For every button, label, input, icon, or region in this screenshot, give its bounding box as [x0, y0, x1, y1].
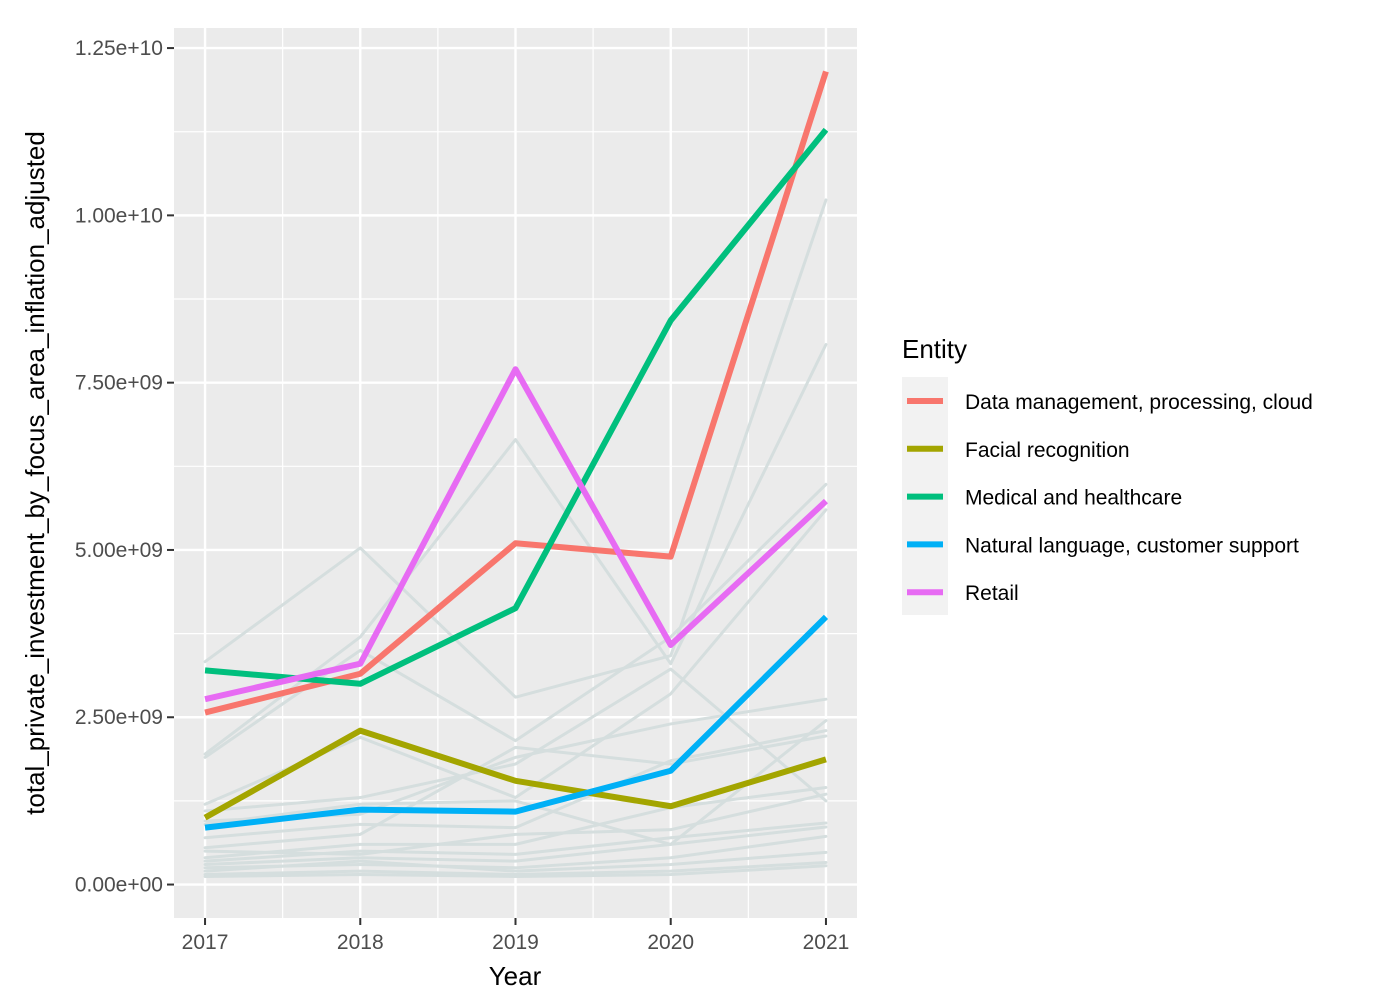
series-line	[204, 70, 829, 716]
background-series-line	[203, 734, 828, 850]
legend-label: Facial recognition	[965, 439, 1130, 462]
background-series-line	[203, 864, 828, 879]
y-tick-label: 1.00e+10	[75, 204, 163, 227]
series-line	[203, 727, 827, 821]
x-tick-label: 2018	[337, 931, 384, 954]
background-series-line	[203, 198, 828, 699]
y-tick-label: 1.25e+10	[75, 37, 163, 60]
series-line	[204, 614, 829, 831]
legend-label: Natural language, customer support	[965, 534, 1299, 557]
background-series-line	[203, 821, 828, 863]
x-axis-title: Year	[489, 961, 542, 991]
x-tick-label: 2019	[492, 931, 539, 954]
y-tick-label: 5.00e+09	[75, 539, 163, 562]
highlighted-series-group	[203, 70, 829, 831]
legend-label: Data management, processing, cloud	[965, 391, 1313, 414]
background-series-line	[203, 667, 828, 813]
legend: Data management, processing, cloud Facial…	[907, 391, 1313, 605]
background-series-line	[203, 729, 828, 840]
y-axis: 0.00e+00 2.50e+09 5.00e+09 7.50e+09 1.00e+10…	[75, 37, 174, 897]
x-tick-label: 2020	[647, 931, 694, 954]
y-tick-label: 7.50e+09	[75, 372, 163, 395]
background-series-line	[203, 719, 828, 846]
background-series-line	[203, 825, 828, 866]
background-series-line	[203, 850, 828, 873]
y-tick-label: 0.00e+00	[75, 874, 163, 897]
y-axis-title: total_private_investment_by_focus_area_i…	[20, 131, 50, 815]
series-line	[204, 366, 828, 703]
x-tick-label: 2017	[182, 931, 229, 954]
series-line	[204, 127, 829, 687]
background-series-line	[203, 786, 828, 860]
y-tick-label: 2.50e+09	[75, 706, 163, 729]
legend-label: Medical and healthcare	[965, 487, 1182, 510]
legend-title: Entity	[902, 334, 967, 364]
x-axis: 2017 2018 2019 2020 2021	[182, 918, 850, 954]
x-tick-label: 2021	[803, 931, 850, 954]
legend-label: Retail	[965, 582, 1019, 605]
background-series-line	[203, 860, 828, 877]
